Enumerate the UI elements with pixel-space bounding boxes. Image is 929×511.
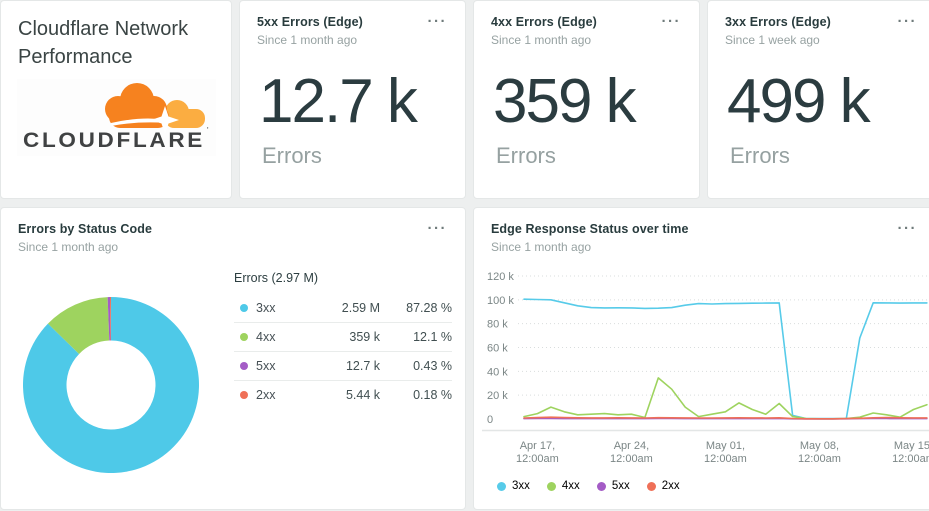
card-subtitle: Since 1 month ago (491, 240, 592, 254)
series-color-dot (497, 481, 506, 491)
title-card: Cloudflare Network Performance CLOUDFLAR… (0, 0, 232, 199)
line-chart: 0 20 k 40 k 60 k 80 k 100 k 120 k Apr 17, 12:00a… (482, 271, 929, 465)
legend-item-5xx[interactable]: 5xx (596, 480, 630, 492)
series-percent: 87.28 % (406, 301, 452, 315)
series-color-dot (646, 481, 656, 491)
legend-row-4xx[interactable]: 4xx 359 k 12.1 % (234, 323, 452, 352)
legend-label: 4xx (561, 480, 580, 492)
svg-text:40 k: 40 k (487, 366, 508, 378)
cloudflare-logo: CLOUDFLARE ' (17, 79, 216, 156)
svg-text:May 08,12:00am: May 08, 12:00am (798, 440, 841, 465)
svg-text:120 k: 120 k (487, 271, 514, 283)
cloudflare-cloud-icon: CLOUDFLARE ' (23, 83, 209, 152)
svg-text:May 01,12:00am: May 01, 12:00am (704, 440, 747, 465)
svg-text:0: 0 (487, 414, 493, 426)
card-title: 3xx Errors (Edge) (725, 15, 831, 29)
kpi-card-3xx: 3xx Errors (Edge) Since 1 week ago ··· 4… (707, 0, 929, 199)
donut-chart (22, 297, 200, 473)
card-subtitle: Since 1 week ago (725, 33, 820, 47)
card-subtitle: Since 1 month ago (18, 240, 119, 254)
kpi-unit: Errors (496, 143, 556, 168)
legend-row-3xx[interactable]: 3xx 2.59 M 87.28 % (234, 294, 452, 323)
edge-response-status-card: Edge Response Status over time Since 1 m… (473, 207, 929, 510)
svg-text:20 k: 20 k (487, 390, 508, 402)
svg-text:80 k: 80 k (487, 319, 508, 331)
kpi-value: 12.7 k (259, 67, 418, 136)
svg-text:Apr 17,12:00am: Apr 17, 12:00am (516, 440, 559, 465)
card-title: 4xx Errors (Edge) (491, 15, 597, 29)
card-subtitle: Since 1 month ago (257, 33, 358, 47)
series-value: 359 k (349, 330, 380, 344)
legend-label: 5xx (611, 480, 630, 492)
series-label: 4xx (256, 330, 276, 344)
card-subtitle: Since 1 month ago (491, 33, 592, 47)
errors-by-status-card: Errors by Status Code Since 1 month ago … (0, 207, 466, 510)
legend-row-5xx[interactable]: 5xx 12.7 k 0.43 % (234, 352, 452, 381)
kpi-unit: Errors (730, 143, 790, 168)
series-label: 5xx (256, 359, 276, 373)
series-color-dot (546, 481, 556, 491)
series-color-dot (240, 362, 248, 370)
svg-text:': ' (207, 126, 209, 135)
kpi-value: 499 k (727, 67, 871, 136)
donut-slice-3xx[interactable] (22, 297, 200, 473)
series-color-dot (596, 481, 606, 491)
cloudflare-wordmark: CLOUDFLARE (23, 129, 205, 152)
series-label: 2xx (256, 388, 276, 402)
page-title: Cloudflare Network Performance (18, 18, 189, 68)
svg-text:Apr 24,12:00am: Apr 24, 12:00am (610, 440, 653, 465)
donut-legend-table: Errors (2.97 M) 3xx 2.59 M 87.28 % 4xx 3… (234, 271, 452, 409)
kpi-value: 359 k (493, 67, 637, 136)
card-menu-icon[interactable]: ··· (897, 13, 917, 30)
series-value: 5.44 k (345, 388, 380, 402)
series-color-dot (240, 333, 248, 341)
legend-row-2xx[interactable]: 2xx 5.44 k 0.18 % (234, 381, 452, 409)
kpi-card-5xx: 5xx Errors (Edge) Since 1 month ago ··· … (239, 0, 466, 199)
card-title: Errors by Status Code (18, 222, 153, 236)
line-chart-legend: 3xx 4xx 5xx 2xx (497, 480, 680, 492)
series-value: 12.7 k (345, 359, 380, 373)
donut-slice-5xx[interactable] (107, 297, 111, 341)
card-title: 5xx Errors (Edge) (257, 15, 363, 29)
series-percent: 12.1 % (413, 330, 452, 344)
line-series-4xx (523, 377, 928, 420)
series-percent: 0.43 % (413, 359, 452, 373)
card-menu-icon[interactable]: ··· (427, 13, 447, 30)
legend-label: 3xx (512, 480, 530, 492)
series-label: 3xx (256, 301, 276, 315)
legend-item-4xx[interactable]: 4xx (546, 480, 580, 492)
line-series-2xx (523, 416, 928, 420)
card-menu-icon[interactable]: ··· (661, 13, 681, 30)
svg-text:60 k: 60 k (487, 343, 508, 355)
series-value: 2.59 M (341, 301, 380, 315)
card-menu-icon[interactable]: ··· (427, 220, 447, 237)
legend-label: 2xx (661, 480, 680, 492)
card-title: Edge Response Status over time (491, 222, 689, 236)
series-color-dot (240, 304, 248, 312)
card-menu-icon[interactable]: ··· (897, 220, 917, 237)
line-series-3xx (523, 298, 928, 420)
kpi-card-4xx: 4xx Errors (Edge) Since 1 month ago ··· … (473, 0, 700, 199)
legend-item-2xx[interactable]: 2xx (646, 480, 680, 492)
svg-text:May 15,12:00am: May 15,12:00am (892, 440, 929, 465)
svg-text:100 k: 100 k (487, 295, 514, 307)
donut-slice-2xx[interactable] (109, 297, 111, 341)
series-percent: 0.18 % (413, 388, 452, 402)
series-color-dot (240, 391, 248, 399)
kpi-unit: Errors (262, 143, 322, 168)
legend-table-header: Errors (2.97 M) (234, 271, 319, 285)
donut-slice-4xx[interactable] (47, 297, 110, 354)
legend-item-3xx[interactable]: 3xx (497, 480, 530, 492)
